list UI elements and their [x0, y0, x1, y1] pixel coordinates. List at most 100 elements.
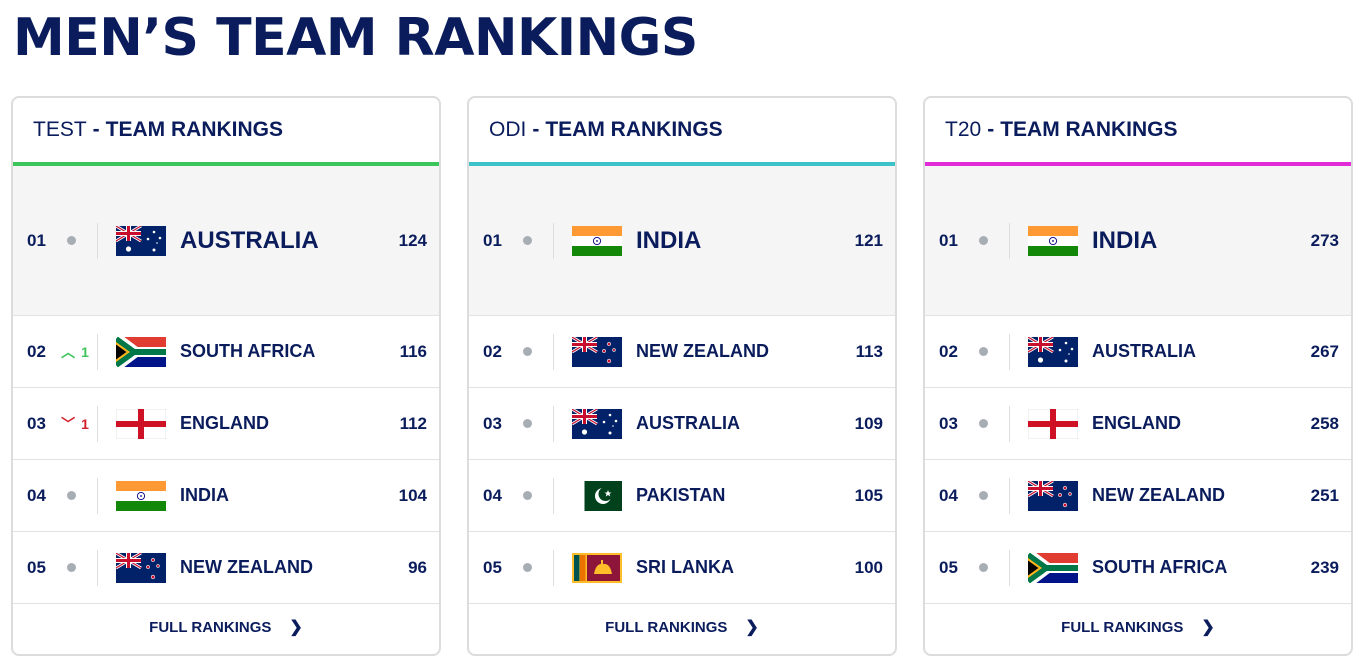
divider: [553, 477, 554, 514]
no-change-indicator: [509, 347, 553, 356]
team-rating: 239: [1310, 557, 1339, 577]
divider: [553, 333, 554, 370]
team-rating: 104: [398, 485, 427, 505]
no-change-dot-icon: [978, 347, 988, 356]
full-rankings-link[interactable]: FULL RANKINGS ❯: [925, 600, 1351, 654]
format-label: TEST: [33, 118, 87, 141]
ranking-row[interactable]: 01 AUSTRALIA 124: [13, 166, 439, 316]
team-name: NEW ZEALAND: [636, 341, 769, 361]
no-change-dot-icon: [978, 236, 988, 245]
no-change-indicator: [509, 419, 553, 428]
rank-position: 03: [27, 413, 46, 433]
rank-position: 03: [483, 413, 502, 433]
team-name: INDIA: [636, 226, 702, 254]
test-rankings-card: TEST - TEAM RANKINGS 01 AUSTRALIA 124 02 ︿ 1 S…: [11, 96, 441, 656]
ranking-row[interactable]: 04 PAKISTAN 105: [469, 460, 895, 532]
team-rating: 105: [854, 485, 883, 505]
india-flag-icon: [572, 225, 622, 256]
rank-position: 05: [483, 557, 502, 577]
team-name: INDIA: [1092, 226, 1158, 254]
no-change-indicator: [53, 491, 97, 500]
ranking-row[interactable]: 03 ﹀ 1 ENGLAND 112: [13, 388, 439, 460]
team-rating: 273: [1310, 230, 1339, 250]
full-rankings-label: FULL RANKINGS: [149, 618, 272, 636]
t20-rankings-card: T20 - TEAM RANKINGS 01 INDIA 273 02 AUSTRALI…: [923, 96, 1353, 656]
rank-position: 02: [483, 341, 502, 361]
ranking-row[interactable]: 02 AUSTRALIA 267: [925, 316, 1351, 388]
team-rating: 121: [854, 230, 883, 250]
new-zealand-flag-icon: [116, 552, 166, 583]
ranking-row[interactable]: 05 SOUTH AFRICA 239: [925, 532, 1351, 604]
rank-change: 1: [81, 415, 89, 432]
rank-position: 01: [939, 230, 958, 250]
format-label: T20: [945, 118, 982, 141]
divider: [97, 333, 98, 370]
new-zealand-flag-icon: [572, 336, 622, 367]
team-name: AUSTRALIA: [1092, 341, 1196, 361]
south-africa-flag-icon: [116, 336, 166, 367]
header-separator: -: [532, 118, 540, 141]
divider: [1009, 405, 1010, 442]
team-name: INDIA: [180, 485, 229, 505]
no-change-dot-icon: [978, 491, 988, 500]
australia-flag-icon: [1028, 336, 1078, 367]
no-change-indicator: [965, 347, 1009, 356]
ranking-row[interactable]: 05 NEW ZEALAND 96: [13, 532, 439, 604]
rank-position: 04: [483, 485, 502, 505]
ranking-row[interactable]: 02 NEW ZEALAND 113: [469, 316, 895, 388]
ranking-row[interactable]: 01 INDIA 273: [925, 166, 1351, 316]
rank-movement: ︿ 1: [53, 342, 97, 362]
divider: [97, 405, 98, 442]
no-change-indicator: [965, 491, 1009, 500]
chevron-right-icon: ❯: [745, 619, 759, 636]
england-flag-icon: [116, 408, 166, 439]
team-rating: 251: [1310, 485, 1339, 505]
ranking-row[interactable]: 01 INDIA 121: [469, 166, 895, 316]
chevron-right-icon: ❯: [289, 619, 303, 636]
team-name: AUSTRALIA: [636, 413, 740, 433]
header-separator: -: [92, 118, 100, 141]
divider: [553, 222, 554, 259]
header-label: TEAM RANKINGS: [105, 118, 284, 141]
rank-position: 05: [27, 557, 46, 577]
no-change-dot-icon: [66, 563, 76, 572]
rank-position: 02: [27, 341, 46, 361]
no-change-dot-icon: [522, 347, 532, 356]
team-rating: 116: [399, 341, 427, 361]
divider: [1009, 549, 1010, 586]
team-name: ENGLAND: [1092, 413, 1181, 433]
no-change-indicator: [509, 491, 553, 500]
card-header: TEST - TEAM RANKINGS: [13, 98, 439, 166]
divider: [97, 549, 98, 586]
rank-position: 01: [483, 230, 502, 250]
team-rating: 112: [399, 413, 427, 433]
page-title: MEN’S TEAM RANKINGS: [13, 8, 698, 68]
full-rankings-link[interactable]: FULL RANKINGS ❯: [13, 600, 439, 654]
divider: [1009, 222, 1010, 259]
no-change-dot-icon: [522, 236, 532, 245]
divider: [97, 477, 98, 514]
full-rankings-link[interactable]: FULL RANKINGS ❯: [469, 600, 895, 654]
no-change-indicator: [965, 563, 1009, 572]
divider: [553, 549, 554, 586]
no-change-indicator: [965, 419, 1009, 428]
ranking-row[interactable]: 03 ENGLAND 258: [925, 388, 1351, 460]
full-rankings-label: FULL RANKINGS: [1061, 618, 1184, 636]
team-name: AUSTRALIA: [180, 226, 319, 254]
rank-position: 04: [27, 485, 46, 505]
australia-flag-icon: [116, 225, 166, 256]
ranking-row[interactable]: 02 ︿ 1 SOUTH AFRICA 116: [13, 316, 439, 388]
sri-lanka-flag-icon: [572, 552, 622, 583]
ranking-row[interactable]: 03 AUSTRALIA 109: [469, 388, 895, 460]
ranking-row[interactable]: 04 NEW ZEALAND 251: [925, 460, 1351, 532]
no-change-dot-icon: [66, 236, 76, 245]
chevron-right-icon: ❯: [1201, 619, 1215, 636]
no-change-dot-icon: [978, 563, 988, 572]
ranking-row[interactable]: 05 SRI LANKA 100: [469, 532, 895, 604]
ranking-row[interactable]: 04 INDIA 104: [13, 460, 439, 532]
team-name: NEW ZEALAND: [1092, 485, 1225, 505]
new-zealand-flag-icon: [1028, 480, 1078, 511]
australia-flag-icon: [572, 408, 622, 439]
rank-change: 1: [81, 343, 89, 360]
header-separator: -: [987, 118, 995, 141]
